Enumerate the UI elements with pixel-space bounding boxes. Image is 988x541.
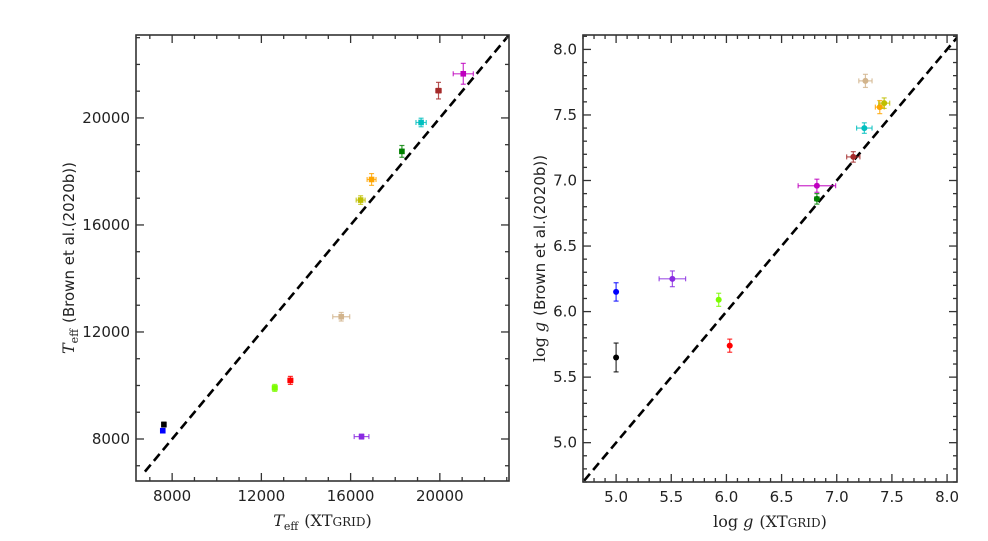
teff-y-tick-label: 20000 [82, 109, 130, 127]
logg-x-tick-label: 5.0 [604, 488, 628, 506]
logg-x-tick-label: 6.5 [770, 488, 794, 506]
teff-plot-frame [135, 34, 510, 482]
marker [159, 427, 166, 434]
marker [418, 119, 424, 126]
logg-data-point [846, 151, 861, 163]
logg-data-point [726, 338, 733, 353]
teff-panel: 8000 12000 16000 20000 8000 12000 16000 20000 T… [59, 34, 510, 533]
teff-identity-line [143, 35, 509, 473]
logg-x-tick-label: 5.5 [659, 488, 683, 506]
logg-x-axis-label: log g (XTGRID) [713, 512, 827, 531]
logg-data-point [878, 97, 891, 110]
teff-data-point [366, 172, 377, 186]
teff-x-axis-label: Teff (XTGRID) [273, 511, 372, 533]
logg-x-tick-label: 7.5 [880, 488, 904, 506]
logg-data-point [715, 292, 722, 307]
marker [435, 87, 442, 94]
marker [460, 70, 467, 77]
logg-y-tick-label: 6.5 [553, 237, 577, 255]
logg-data-point [658, 270, 687, 288]
marker [881, 100, 888, 107]
marker [862, 77, 869, 84]
logg-identity-line [583, 35, 957, 482]
teff-data-point [353, 433, 370, 440]
teff-marks [143, 35, 509, 473]
marker [368, 176, 375, 183]
logg-data-point [856, 122, 873, 134]
logg-y-tick-label: 5.5 [553, 368, 577, 386]
logg-data-point [613, 342, 620, 373]
teff-data-point [159, 427, 166, 434]
marker [669, 275, 676, 282]
logg-plot-area [583, 35, 957, 482]
marker [850, 153, 857, 160]
teff-ticks: 8000 12000 16000 20000 8000 12000 16000 20000 [82, 35, 509, 505]
marker [357, 197, 364, 203]
marker [813, 182, 820, 189]
teff-x-tick-label: 8000 [153, 487, 191, 505]
logg-data-point [613, 282, 620, 302]
teff-data-point [435, 81, 442, 100]
teff-y-tick-label: 12000 [82, 323, 130, 341]
teff-x-tick-label: 16000 [327, 487, 375, 505]
marker [813, 195, 820, 202]
logg-ticks: 5.0 5.5 6.0 6.5 7.0 7.5 8.0 5.0 5.5 6.0 6.5 7.0 7.5 8… [553, 35, 959, 506]
marker [338, 313, 345, 320]
teff-y-tick-label: 16000 [82, 216, 130, 234]
teff-data-point [415, 117, 427, 128]
marker [613, 354, 620, 361]
teff-data-point [355, 195, 366, 205]
logg-data-point [813, 193, 820, 205]
logg-x-tick-label: 6.0 [714, 488, 738, 506]
marker [861, 125, 868, 132]
marker [399, 148, 405, 155]
teff-y-tick-label: 8000 [92, 430, 130, 448]
logg-y-tick-label: 7.0 [553, 172, 577, 190]
logg-data-point [797, 178, 837, 193]
teff-plot-area [143, 35, 509, 473]
logg-y-tick-label: 5.0 [553, 434, 577, 452]
teff-data-point [287, 375, 294, 386]
logg-marks [583, 35, 957, 482]
marker [726, 342, 733, 349]
logg-y-tick-label: 7.5 [553, 106, 577, 124]
teff-data-point [271, 383, 278, 392]
teff-data-point [332, 311, 351, 322]
marker [715, 296, 722, 303]
teff-data-point [161, 421, 167, 428]
logg-x-tick-label: 7.0 [825, 488, 849, 506]
teff-x-tick-label: 20000 [416, 487, 464, 505]
marker [271, 385, 278, 391]
logg-y-tick-label: 8.0 [553, 40, 577, 58]
marker [613, 288, 620, 295]
logg-data-point [858, 73, 873, 89]
marker [287, 377, 294, 384]
teff-data-point [452, 62, 474, 85]
logg-y-tick-label: 6.0 [553, 303, 577, 321]
marker [161, 421, 167, 428]
teff-data-point [399, 144, 405, 158]
teff-x-tick-label: 12000 [238, 487, 286, 505]
logg-panel: 5.0 5.5 6.0 6.5 7.0 7.5 8.0 5.0 5.5 6.0 6.5 7.0 7.5 8… [530, 34, 959, 531]
teff-y-axis-label: Teff(Brown et al.(2020b)) [59, 162, 81, 354]
marker [358, 433, 365, 440]
logg-y-axis-label: logg(Brown et al.(2020b)) [530, 155, 549, 362]
logg-x-tick-label: 8.0 [935, 488, 959, 506]
